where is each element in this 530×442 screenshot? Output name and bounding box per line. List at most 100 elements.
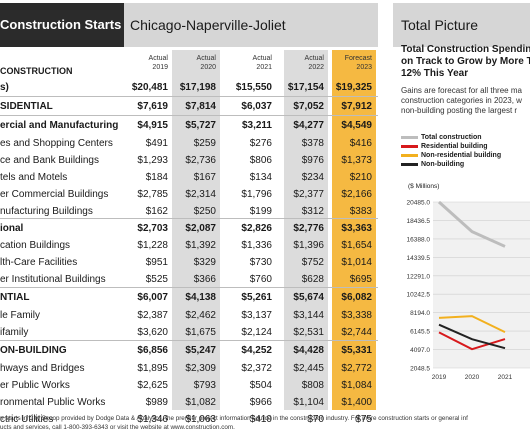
- table-row: ctric Utilities $1,346 $1,063 $410 $70 $75: [0, 410, 378, 430]
- headline-line: on Track to Grow by More Th: [401, 56, 530, 67]
- row-value: $1,895: [137, 363, 168, 375]
- headline-line: 12% This Year: [401, 68, 469, 79]
- column-header: Actual 2020: [176, 54, 216, 72]
- row-label: hways and Bridges: [0, 363, 85, 375]
- actual-2020-shade: [172, 50, 220, 410]
- region-title: Chicago-Naperville-Joliet: [124, 3, 378, 47]
- row-separator: [0, 340, 378, 342]
- row-label: s): [0, 82, 9, 93]
- row-label: tels and Motels: [0, 171, 68, 183]
- row-value: $1,014: [341, 257, 372, 269]
- row-value: $1,082: [185, 397, 216, 409]
- y-tick-label: 8194.0: [410, 310, 430, 317]
- row-value: $4,428: [293, 345, 324, 357]
- y-tick-label: 14339.5: [407, 255, 431, 262]
- row-value: $20,481: [131, 82, 168, 93]
- table-row: er Public Works $2,625 $793 $504 $808 $1,084: [0, 376, 378, 396]
- row-value: $6,037: [241, 100, 272, 112]
- row-value: $1,346: [137, 414, 168, 425]
- legend-swatch: [401, 154, 418, 157]
- row-value: $312: [301, 205, 324, 217]
- row-value: $628: [301, 274, 324, 286]
- row-value: $1,104: [293, 397, 324, 409]
- row-value: $7,814: [185, 100, 216, 112]
- section-label: CONSTRUCTION: [0, 66, 73, 76]
- actual-2022-shade: [284, 50, 328, 410]
- row-separator: [0, 95, 378, 97]
- x-tick-label: 2019: [432, 374, 447, 381]
- row-value: $2,736: [185, 154, 216, 166]
- row-value: $752: [301, 257, 324, 269]
- plot-area: [433, 202, 530, 368]
- panel-body: Gains are forecast for all three ma cons…: [401, 86, 522, 116]
- row-value: $3,363: [341, 223, 372, 235]
- row-value: $7,912: [341, 100, 372, 112]
- row-value: $210: [349, 171, 372, 183]
- column-header-type: Actual: [252, 55, 272, 62]
- table-row: ercial and Manufacturing $4,915 $5,727 $3,2…: [0, 116, 378, 136]
- series-line-non-residential-building: [438, 315, 506, 333]
- y-tick-label: 12291.0: [407, 273, 431, 280]
- row-label: ifamily: [0, 327, 29, 339]
- series-line-non-building: [438, 323, 506, 350]
- body-line: Gains are forecast for all three ma: [401, 86, 522, 95]
- row-value: $3,144: [293, 310, 324, 322]
- y-tick-label: 10242.5: [407, 292, 431, 299]
- row-value: $4,277: [293, 119, 324, 131]
- row-value: $410: [249, 414, 272, 425]
- panel-headline: Total Construction Spending on Track to …: [401, 44, 530, 80]
- row-value: $525: [145, 274, 168, 286]
- row-value: $276: [249, 137, 272, 149]
- table-row: tels and Motels $184 $167 $134 $234 $210: [0, 168, 378, 188]
- row-label: er Commercial Buildings: [0, 188, 109, 200]
- table-row: s) $20,481 $17,198 $15,550 $17,154 $19,325: [0, 78, 378, 98]
- row-value: $2,462: [185, 310, 216, 322]
- row-value: $2,744: [341, 327, 372, 339]
- row-label: cation Buildings: [0, 240, 71, 252]
- row-value: $491: [145, 137, 168, 149]
- table-row: ional $2,703 $2,087 $2,826 $2,776 $3,363: [0, 219, 378, 239]
- row-value: $234: [301, 171, 324, 183]
- row-value: $989: [145, 397, 168, 409]
- footer-line-2: ucts and services, call 1-800-393-6343 o…: [0, 424, 235, 431]
- row-value: $7,619: [137, 100, 168, 112]
- row-value: $2,625: [137, 380, 168, 392]
- row-separator: [0, 287, 378, 289]
- row-value: $5,247: [185, 345, 216, 357]
- construction-starts-table: Construction Starts Chicago-Naperville-J…: [0, 3, 468, 431]
- row-value: $806: [249, 154, 272, 166]
- row-value: $504: [249, 380, 272, 392]
- table-row: ON-BUILDING $6,856 $5,247 $4,252 $4,428 $5,33…: [0, 341, 378, 361]
- table-row: SIDENTIAL $7,619 $7,814 $6,037 $7,052 $7,912: [0, 97, 378, 117]
- row-value: $1,654: [341, 240, 372, 252]
- table-row: le Family $2,387 $2,462 $3,137 $3,144 $3,338: [0, 306, 378, 326]
- table-row: nufacturing Buildings $162 $250 $199 $312 $38…: [0, 202, 378, 222]
- row-value: $730: [249, 257, 272, 269]
- row-label: ON-BUILDING: [0, 345, 67, 357]
- row-value: $2,772: [341, 363, 372, 375]
- row-value: $1,228: [137, 240, 168, 252]
- x-tick-label: 2021: [498, 374, 513, 381]
- forecast-2023-highlight: [332, 50, 376, 410]
- row-value: $75: [355, 414, 372, 425]
- row-value: $2,531: [293, 327, 324, 339]
- row-value: $134: [249, 171, 272, 183]
- panel-title: Total Picture: [393, 3, 530, 47]
- row-value: $7,052: [293, 100, 324, 112]
- total-picture-panel: Total Picture Total Construction Spendin…: [393, 0, 530, 410]
- row-value: $3,620: [137, 327, 168, 339]
- row-label: er Institutional Buildings: [0, 274, 106, 286]
- row-value: $5,727: [185, 119, 216, 131]
- y-tick-label: 4097.0: [410, 347, 430, 354]
- row-value: $5,674: [293, 292, 324, 304]
- row-value: $1,336: [241, 240, 272, 252]
- row-value: $2,703: [137, 223, 168, 235]
- legend-label: Total construction: [421, 134, 482, 141]
- row-value: $259: [193, 137, 216, 149]
- row-value: $2,314: [185, 188, 216, 200]
- row-value: $2,372: [241, 363, 272, 375]
- table-footer: n starts in City Scoop provided by Dodge…: [0, 414, 530, 432]
- column-header-type: Forecast: [344, 55, 372, 62]
- row-value: $760: [249, 274, 272, 286]
- row-value: $1,392: [185, 240, 216, 252]
